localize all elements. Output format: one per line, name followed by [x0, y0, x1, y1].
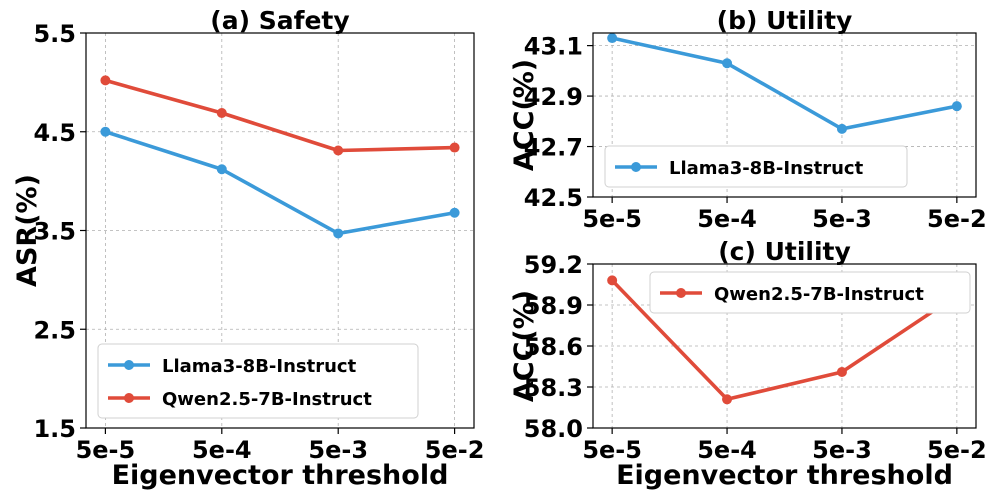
data-point-qwen [449, 142, 460, 153]
legend-marker-llama [124, 360, 134, 370]
legend: Qwen2.5-7B-Instruct [649, 271, 971, 314]
x-axis-label: Eigenvector threshold [616, 460, 953, 491]
x-tick-label: 5e-2 [927, 205, 987, 233]
y-tick-label: 59.2 [524, 251, 583, 279]
data-point-llama [216, 164, 227, 175]
panel-safety: 5e-5 5e-4 5e-3 5e-2 1.5 2.5 3.5 4.5 5.5 (a) Safe… [12, 6, 484, 491]
y-tick-label: 43.1 [524, 33, 583, 61]
legend: Llama3-8B-Instruct Qwen2.5-7B-Instruct [97, 343, 419, 419]
legend-marker-llama [631, 162, 641, 172]
y-tick-label: 4.5 [33, 119, 76, 147]
y-tick-label: 2.5 [33, 316, 76, 344]
legend-label: Qwen2.5-7B-Instruct [714, 284, 924, 305]
data-point-llama [449, 207, 460, 218]
chart-title: (c) Utility [718, 237, 851, 266]
data-point-qwen [216, 107, 227, 118]
x-tick-label: 5e-4 [192, 436, 252, 464]
data-point-llama [836, 123, 847, 134]
x-tick-label: 5e-2 [425, 436, 485, 464]
legend-box [604, 145, 908, 188]
x-tick-label: 5e-2 [927, 436, 987, 464]
x-tick-label: 5e-3 [308, 436, 368, 464]
y-tick-label: 58.0 [524, 415, 583, 443]
data-point-llama [722, 58, 733, 69]
chart-title: (a) Safety [210, 6, 349, 35]
y-tick-label: 58.3 [524, 374, 583, 402]
legend-marker-qwen [124, 393, 134, 403]
chart-title: (b) Utility [717, 6, 853, 35]
y-tick-label: 1.5 [33, 415, 76, 443]
series-line-qwen [104, 78, 455, 153]
y-tick-label: 3.5 [33, 218, 76, 246]
y-tick-label: 58.9 [524, 292, 583, 320]
data-point-qwen [722, 394, 733, 405]
y-axis-label: ACC(%) [509, 59, 540, 171]
x-tick-label: 5e-5 [76, 436, 136, 464]
x-tick-label: 5e-5 [582, 436, 642, 464]
x-tick-label: 5e-3 [812, 436, 872, 464]
series-line-llama [104, 130, 455, 236]
x-tick-label: 5e-4 [697, 436, 757, 464]
data-point-llama [333, 228, 344, 239]
legend-box [649, 271, 971, 314]
panel-utility-qwen: 5e-5 5e-4 5e-3 5e-2 58.0 58.3 58.6 58.9 59.2 (c)… [509, 237, 987, 491]
legend-box [97, 343, 419, 419]
data-point-llama [607, 33, 618, 44]
legend: Llama3-8B-Instruct [604, 145, 908, 188]
x-tick-label: 5e-4 [697, 205, 757, 233]
legend-label: Llama3-8B-Instruct [669, 158, 864, 179]
data-point-qwen [333, 145, 344, 156]
data-point-qwen [607, 275, 618, 286]
legend-label: Llama3-8B-Instruct [162, 356, 357, 377]
data-point-llama [951, 101, 962, 112]
y-axis-label: ACC(%) [509, 290, 540, 402]
y-tick-label: 42.7 [524, 134, 583, 162]
x-axis-label: Eigenvector threshold [112, 460, 449, 491]
x-tick-label: 5e-5 [582, 205, 642, 233]
y-tick-label: 42.9 [524, 83, 583, 111]
legend-marker-qwen [676, 288, 686, 298]
panel-utility-llama: 5e-5 5e-4 5e-3 5e-2 42.5 42.7 42.9 43.1 (b) Uti… [509, 6, 987, 233]
legend-label: Qwen2.5-7B-Instruct [162, 389, 372, 410]
data-point-llama [100, 126, 111, 137]
x-tick-label: 5e-3 [812, 205, 872, 233]
series-line-qwen [610, 279, 958, 402]
y-axis-label: ASR(%) [12, 174, 43, 287]
data-point-qwen [836, 366, 847, 377]
plot-frame [592, 32, 977, 198]
data-point-qwen [100, 75, 111, 86]
y-tick-label: 5.5 [33, 20, 76, 48]
y-tick-label: 58.6 [524, 333, 583, 361]
series-line-llama [611, 36, 958, 131]
y-tick-label: 42.5 [524, 184, 583, 212]
